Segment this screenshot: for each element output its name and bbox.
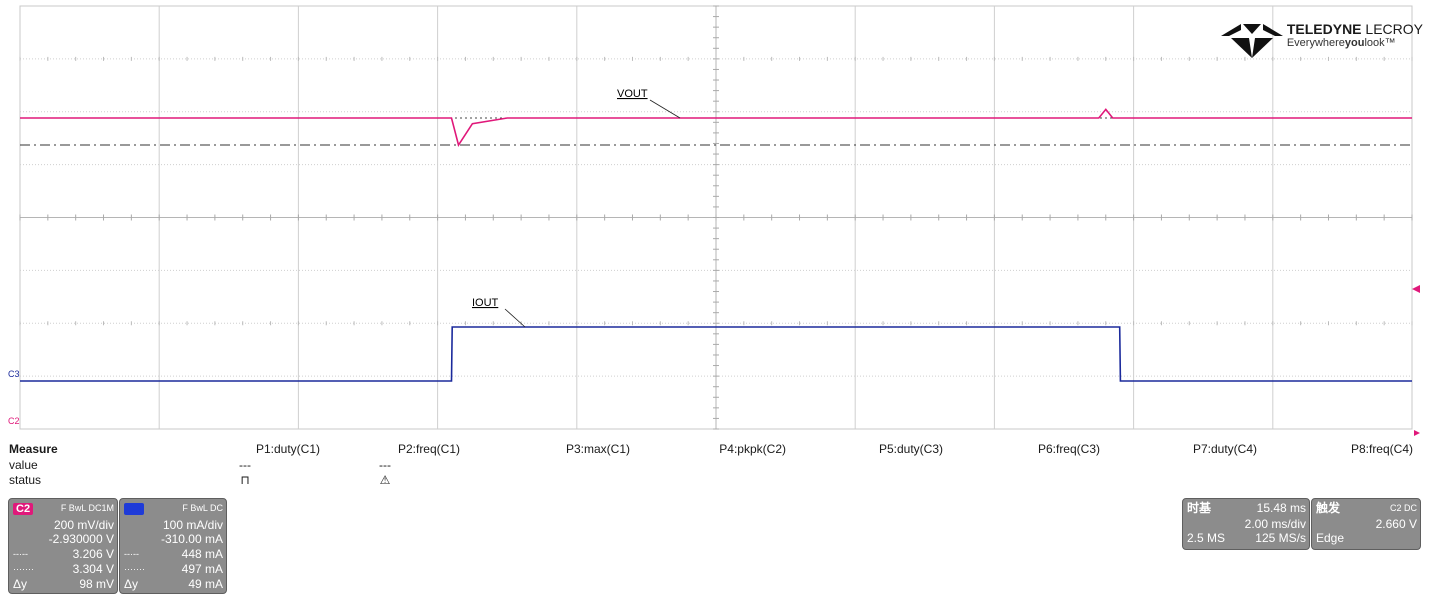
measure-param-name[interactable]: P4:pkpk(C2) [719,442,786,456]
c2-cursor2-label: ······· [13,564,34,574]
logo-tagline-b: you [1344,37,1365,49]
logo-tagline-a: Everywhere [1286,37,1345,49]
measure-param-name[interactable]: P8:freq(C4) [1350,442,1413,456]
measure-param-value: --- [379,458,391,472]
c2-tag: C2 [13,503,34,515]
logo-tagline-c: look [1364,37,1385,49]
c3-mode: F BwL DC [182,503,223,513]
trigger-position-marker[interactable] [1414,430,1420,436]
graticule [19,5,1413,430]
annotations: VOUT IOUT C3 C2 [8,88,1420,436]
channel-marker: C2 [8,416,20,426]
timebase-rate: 125 MS/s [1255,531,1306,545]
c3-scale: 100 mA/div [162,518,223,532]
measure-param-name[interactable]: P3:max(C1) [565,442,630,456]
c2-dy: 98 mV [79,577,114,591]
trigger-descriptor[interactable]: 触发 C2 DC 2.660 V Edge [1311,498,1421,550]
annotation-label: VOUT [617,88,648,100]
c2-offset: -2.930000 V [48,532,114,546]
c3-dy-label: Δy [124,577,139,591]
c3-cursor1-label: --·-- [124,549,139,559]
timebase-scale: 2.00 ms/div [1244,517,1306,531]
c3-cursor2-label: ······· [124,564,145,574]
logo-brand-bold: TELEDYNE [1286,21,1362,37]
c2-mode: F BwL DC1M [60,503,114,513]
measure-param-status: ⚠ [379,473,391,487]
c3-cursor1: 448 mA [181,547,223,561]
c2-scale: 200 mV/div [53,518,114,532]
traces [20,108,1412,382]
timebase-label: 时基 [1187,501,1212,515]
measure-param-value: --- [239,458,251,472]
trigger-source: C2 DC [1389,503,1417,513]
oscilloscope-display: VOUT IOUT C3 C2 [8,5,1420,436]
annotation-label: IOUT [472,297,499,309]
timebase-delay: 15.48 ms [1256,501,1306,515]
logo-mark-icon [1220,24,1283,58]
c2-dy-label: Δy [13,577,28,591]
channel-c2-descriptor[interactable]: C2 F BwL DC1M 200 mV/div -2.930000 V --·-… [8,498,118,594]
trigger-type: Edge [1316,531,1345,545]
measure-param-name[interactable]: P1:duty(C1) [255,442,320,456]
annotation-leader [649,99,681,119]
measure-table: Measure value status P1:duty(C1) --- ⊓ P2:f… [0,440,1443,492]
trigger-level-marker[interactable] [1412,285,1420,293]
c2-cursor1: 3.206 V [72,547,114,561]
measure-param-name[interactable]: P2:freq(C1) [397,442,460,456]
channel-marker: C3 [8,369,20,379]
c3-dy: 49 mA [188,577,223,591]
channel-c3-descriptor[interactable]: C3 F BwL DC 100 mA/div -310.00 mA --·-- 44… [119,498,227,594]
logo-brand-light: LECROY [1365,21,1423,37]
measure-title: Measure [9,442,58,456]
c2-cursor1-label: --·-- [13,549,28,559]
c3-cursor2: 497 mA [181,562,223,576]
trigger-level: 2.660 V [1375,517,1417,531]
measure-row-value: value [9,458,38,472]
c3-offset: -310.00 mA [160,532,223,546]
trace-vout [20,108,1412,147]
measure-param-status: ⊓ [240,473,250,487]
c3-tag: C3 [124,503,145,515]
trace-iout [20,326,1412,382]
measure-row-status: status [9,473,42,487]
c2-cursor2: 3.304 V [72,562,114,576]
measure-param-name[interactable]: P6:freq(C3) [1037,442,1100,456]
measure-param-name[interactable]: P7:duty(C4) [1192,442,1257,456]
teledyne-lecroy-logo: TELEDYNE LECROY Everywhereyoulook™ [1220,21,1423,58]
annotation-leader [504,308,526,328]
measure-param-name[interactable]: P5:duty(C3) [878,442,943,456]
timebase-descriptor[interactable]: 时基 15.48 ms 2.00 ms/div 2.5 MS 125 MS/s [1182,498,1310,550]
trigger-label: 触发 [1316,501,1341,515]
timebase-samples: 2.5 MS [1187,531,1226,545]
